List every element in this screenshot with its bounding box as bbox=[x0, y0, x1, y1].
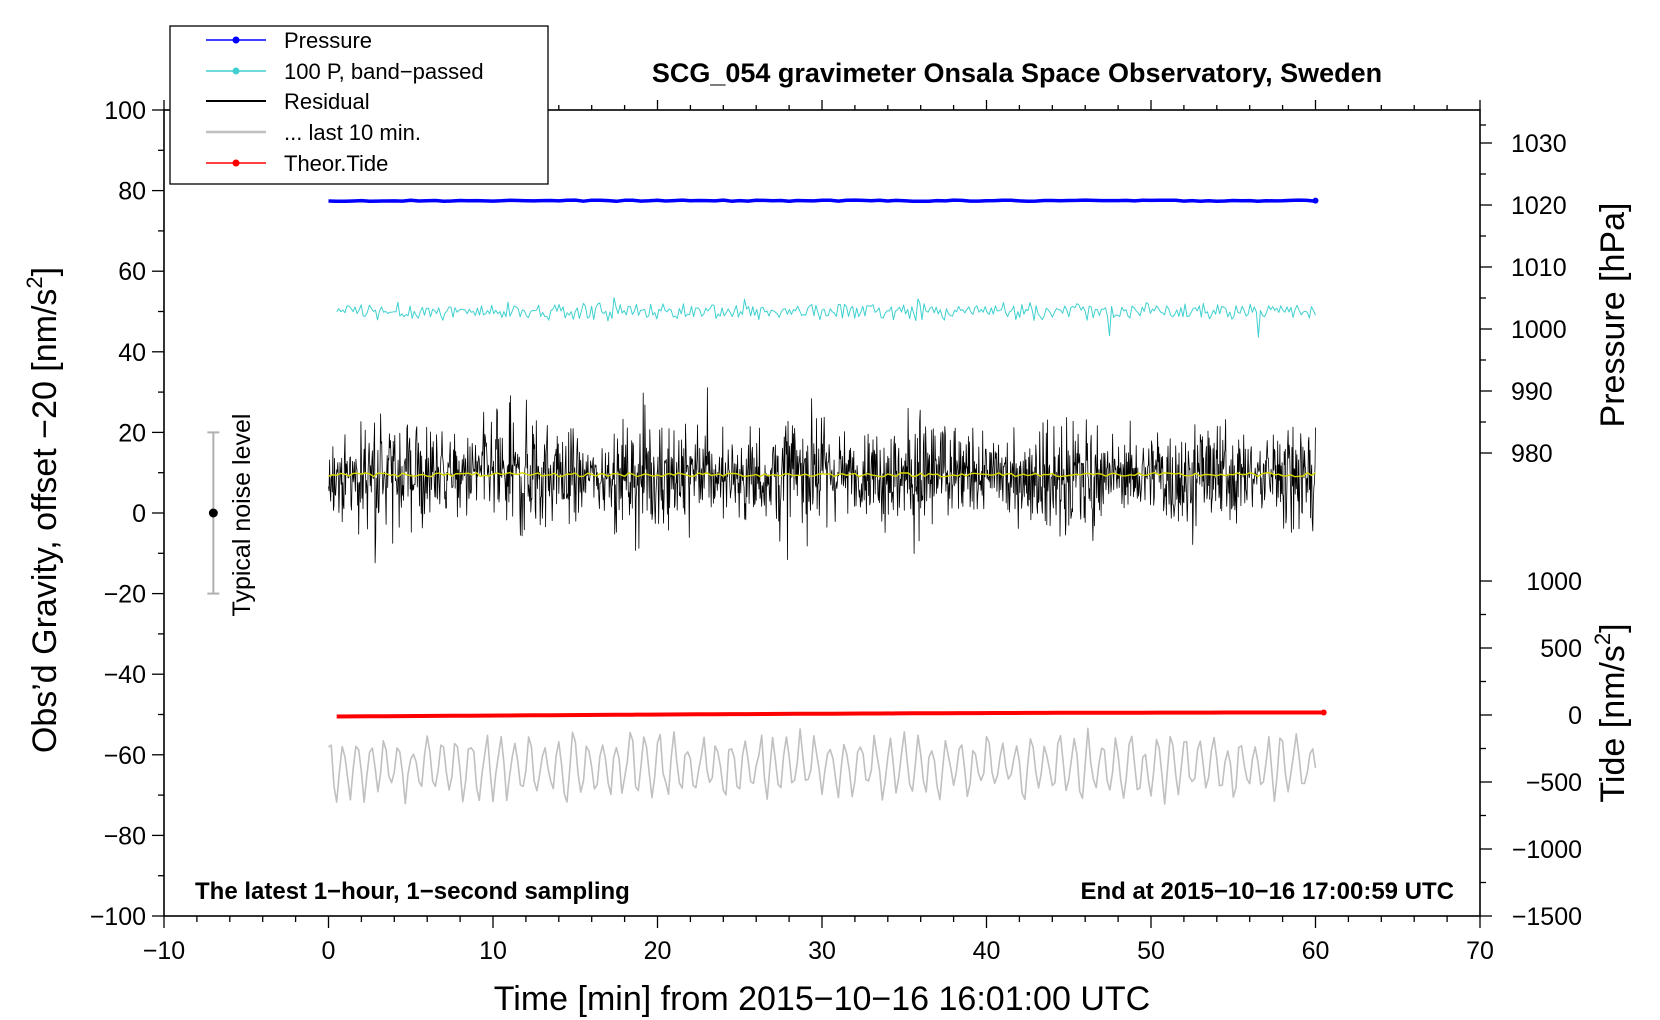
legend-box bbox=[169, 25, 549, 185]
pressure-tick-label: 990 bbox=[1511, 378, 1553, 406]
y-tick-label: −20 bbox=[104, 581, 146, 609]
bandpassed-series bbox=[336, 297, 1316, 338]
tide-tick-label: 0 bbox=[1568, 702, 1582, 730]
legend-entry-bandpassed: 100 P, band−passed bbox=[206, 59, 484, 84]
legend-entry-pressure: Pressure bbox=[206, 28, 372, 53]
tide-tick-label: 1000 bbox=[1526, 568, 1582, 596]
legend-marker-pressure bbox=[232, 36, 240, 44]
last-10-min-series bbox=[328, 727, 1317, 805]
x-tick-label: 70 bbox=[1466, 937, 1494, 965]
y-axis-ticks: 100 80 60 40 20 0 −20 −40 −60 −80 −100 bbox=[90, 97, 164, 931]
pressure-series bbox=[328, 197, 1319, 204]
residual-line bbox=[328, 387, 1316, 564]
y-tick-label: −40 bbox=[104, 661, 146, 689]
legend: Pressure 100 P, band−passed Residual ...… bbox=[169, 25, 549, 185]
residual-smoothed-line bbox=[328, 472, 1316, 478]
tide-tick-label: −1500 bbox=[1512, 903, 1582, 931]
y-tick-label: 100 bbox=[104, 97, 146, 125]
pressure-tick-label: 1030 bbox=[1511, 130, 1567, 158]
tide-tick-label: −1000 bbox=[1512, 836, 1582, 864]
y-tick-label: 0 bbox=[132, 500, 146, 528]
tide-end-marker bbox=[1320, 709, 1327, 716]
legend-entry-residual: Residual bbox=[206, 89, 370, 114]
y-axis-label: Obs’d Gravity, offset −20 [nm/s2] bbox=[22, 267, 64, 753]
x-axis-ticks: −10 0 10 20 30 40 50 60 70 bbox=[143, 100, 1494, 965]
residual-series bbox=[328, 387, 1316, 564]
pressure-axis-ticks: 1030 1020 1010 1000 990 980 bbox=[1480, 124, 1567, 468]
tide-series bbox=[336, 709, 1327, 719]
y-tick-label: −60 bbox=[104, 742, 146, 770]
pressure-line bbox=[328, 198, 1316, 204]
tide-tick-label: −500 bbox=[1526, 769, 1582, 797]
pressure-tick-label: 1020 bbox=[1511, 192, 1567, 220]
y-tick-label: 20 bbox=[118, 419, 146, 447]
sampling-note: The latest 1−hour, 1−second sampling bbox=[195, 878, 630, 905]
pressure-tick-label: 980 bbox=[1511, 440, 1553, 468]
noise-level-bar bbox=[207, 431, 220, 595]
tide-axis-label: Tide [nm/s2] bbox=[1590, 623, 1632, 802]
tide-tick-label: 500 bbox=[1540, 635, 1582, 663]
end-time-note: End at 2015−10−16 17:00:59 UTC bbox=[1080, 878, 1454, 905]
y-tick-label: 60 bbox=[118, 258, 146, 286]
legend-entry-tide: Theor.Tide bbox=[206, 151, 388, 176]
residual-smoothed-series bbox=[328, 472, 1316, 478]
legend-label-bandpassed: 100 P, band−passed bbox=[284, 59, 484, 84]
noise-level-label: Typical noise level bbox=[228, 414, 256, 617]
pressure-tick-label: 1000 bbox=[1511, 316, 1567, 344]
x-tick-label: −10 bbox=[143, 937, 185, 965]
legend-label-last10: ... last 10 min. bbox=[284, 120, 421, 145]
y-tick-label: −100 bbox=[90, 903, 146, 931]
legend-label-residual: Residual bbox=[284, 89, 370, 114]
y-tick-label: 80 bbox=[118, 178, 146, 206]
x-tick-label: 10 bbox=[479, 937, 507, 965]
x-tick-label: 30 bbox=[808, 937, 836, 965]
x-axis-label: Time [min] from 2015−10−16 16:01:00 UTC bbox=[494, 980, 1150, 1018]
x-tick-label: 60 bbox=[1302, 937, 1330, 965]
legend-entry-last10: ... last 10 min. bbox=[206, 120, 421, 145]
legend-marker-tide bbox=[232, 159, 240, 167]
pressure-end-marker bbox=[1312, 197, 1319, 204]
tide-line bbox=[336, 710, 1324, 719]
legend-label-tide: Theor.Tide bbox=[284, 151, 388, 176]
pressure-tick-label: 1010 bbox=[1511, 254, 1567, 282]
tide-axis-ticks: 1000 500 0 −500 −1000 −1500 bbox=[1480, 568, 1582, 931]
bandpassed-line bbox=[336, 297, 1316, 338]
last-10-min-line bbox=[328, 727, 1317, 805]
y-tick-label: −80 bbox=[104, 822, 146, 850]
y-tick-label: 40 bbox=[118, 339, 146, 367]
pressure-axis-label: Pressure [hPa] bbox=[1594, 203, 1632, 428]
x-tick-label: 20 bbox=[644, 937, 672, 965]
chart-title: SCG_054 gravimeter Onsala Space Observat… bbox=[652, 58, 1382, 88]
x-tick-label: 0 bbox=[322, 937, 336, 965]
x-tick-label: 50 bbox=[1137, 937, 1165, 965]
noise-bar-center-dot bbox=[208, 508, 218, 518]
legend-marker-bandpassed bbox=[232, 67, 240, 75]
x-tick-label: 40 bbox=[973, 937, 1001, 965]
legend-label-pressure: Pressure bbox=[284, 28, 372, 53]
